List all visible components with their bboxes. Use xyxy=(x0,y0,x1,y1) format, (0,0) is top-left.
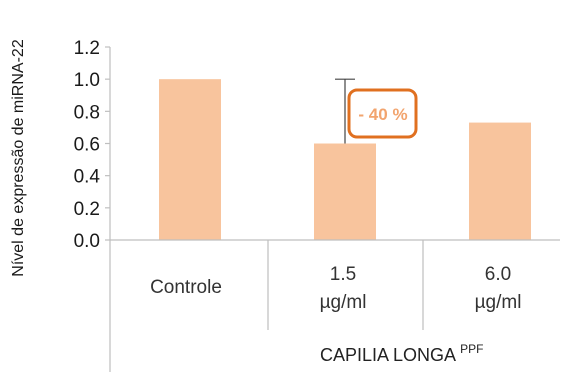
y-tick-label: 0.4 xyxy=(74,167,101,188)
y-tick-label: 0.8 xyxy=(74,102,100,123)
bars xyxy=(159,79,531,241)
y-tick-label: 1.0 xyxy=(74,70,100,91)
bar xyxy=(159,79,221,241)
group-label: CAPILIA LONGA PPF xyxy=(320,342,483,365)
y-tick-label: 0.2 xyxy=(74,199,100,220)
annotation-label: - 40 % xyxy=(358,105,407,124)
y-axis: 0.0 0.2 0.4 0.6 0.8 1.0 1.2 xyxy=(74,38,111,252)
category-label: Controle xyxy=(150,277,222,298)
category-label: 6.0 xyxy=(485,264,511,285)
annotation-box xyxy=(347,88,418,139)
category-label: 1.5 xyxy=(330,264,356,285)
y-axis-label: Nível de expressão de miRNA-22 xyxy=(10,39,27,277)
y-tick-label: 1.2 xyxy=(74,38,100,59)
annotation: - 40 % xyxy=(335,78,418,144)
bar xyxy=(469,122,531,240)
x-axis: Controle 1.5 µg/ml 6.0 µg/ml CAPILIA LONGA PP… xyxy=(109,239,560,372)
category-label: µg/ml xyxy=(475,292,522,313)
category-label: µg/ml xyxy=(320,292,367,313)
bar xyxy=(314,143,376,240)
y-tick-label: 0.0 xyxy=(74,231,100,252)
y-tick-label: 0.6 xyxy=(74,135,100,156)
